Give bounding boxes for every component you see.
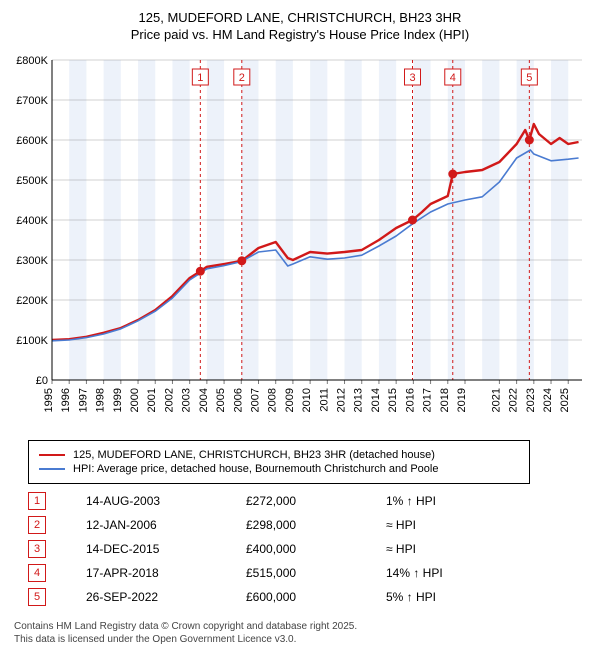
svg-text:2: 2 bbox=[239, 72, 245, 84]
legend-row: 125, MUDEFORD LANE, CHRISTCHURCH, BH23 3… bbox=[39, 449, 519, 461]
event-date: 12-JAN-2006 bbox=[86, 518, 206, 532]
svg-text:2004: 2004 bbox=[198, 388, 210, 412]
legend-swatch bbox=[39, 468, 65, 470]
svg-text:2006: 2006 bbox=[232, 388, 244, 412]
svg-text:2019: 2019 bbox=[456, 388, 468, 412]
legend-label: 125, MUDEFORD LANE, CHRISTCHURCH, BH23 3… bbox=[73, 449, 435, 461]
svg-text:£200K: £200K bbox=[16, 295, 48, 307]
event-price: £400,000 bbox=[246, 542, 346, 556]
legend: 125, MUDEFORD LANE, CHRISTCHURCH, BH23 3… bbox=[28, 440, 530, 484]
svg-text:£500K: £500K bbox=[16, 175, 48, 187]
event-note: 1% ↑ HPI bbox=[386, 494, 496, 508]
svg-text:2011: 2011 bbox=[318, 388, 330, 412]
event-row: 5 26-SEP-2022 £600,000 5% ↑ HPI bbox=[28, 588, 590, 606]
event-number-box: 3 bbox=[28, 540, 46, 558]
svg-text:2001: 2001 bbox=[146, 388, 158, 412]
svg-text:1999: 1999 bbox=[112, 388, 124, 412]
svg-text:2013: 2013 bbox=[353, 388, 365, 412]
svg-text:2005: 2005 bbox=[215, 388, 227, 412]
svg-text:2024: 2024 bbox=[542, 388, 554, 412]
svg-text:2023: 2023 bbox=[525, 388, 537, 412]
svg-text:£400K: £400K bbox=[16, 215, 48, 227]
event-number-box: 2 bbox=[28, 516, 46, 534]
title-line-2: Price paid vs. HM Land Registry's House … bbox=[10, 27, 590, 44]
svg-text:1: 1 bbox=[197, 72, 203, 84]
event-number-box: 5 bbox=[28, 588, 46, 606]
event-price: £515,000 bbox=[246, 566, 346, 580]
event-row: 2 12-JAN-2006 £298,000 ≈ HPI bbox=[28, 516, 590, 534]
svg-text:2014: 2014 bbox=[370, 388, 382, 412]
svg-text:1998: 1998 bbox=[95, 388, 107, 412]
svg-text:£600K: £600K bbox=[16, 135, 48, 147]
svg-text:2003: 2003 bbox=[181, 388, 193, 412]
svg-text:4: 4 bbox=[450, 72, 456, 84]
svg-text:2010: 2010 bbox=[301, 388, 313, 412]
event-number-box: 1 bbox=[28, 492, 46, 510]
footer-line-1: Contains HM Land Registry data © Crown c… bbox=[14, 620, 590, 633]
event-price: £272,000 bbox=[246, 494, 346, 508]
event-number-box: 4 bbox=[28, 564, 46, 582]
svg-text:2008: 2008 bbox=[267, 388, 279, 412]
svg-text:2025: 2025 bbox=[559, 388, 571, 412]
event-price: £298,000 bbox=[246, 518, 346, 532]
svg-text:2000: 2000 bbox=[129, 388, 141, 412]
event-row: 1 14-AUG-2003 £272,000 1% ↑ HPI bbox=[28, 492, 590, 510]
title-line-1: 125, MUDEFORD LANE, CHRISTCHURCH, BH23 3… bbox=[10, 10, 590, 27]
legend-label: HPI: Average price, detached house, Bour… bbox=[73, 463, 438, 475]
svg-text:1995: 1995 bbox=[43, 388, 55, 412]
legend-swatch bbox=[39, 454, 65, 456]
svg-text:£700K: £700K bbox=[16, 95, 48, 107]
chart-title-block: 125, MUDEFORD LANE, CHRISTCHURCH, BH23 3… bbox=[10, 10, 590, 44]
event-note: ≈ HPI bbox=[386, 518, 496, 532]
svg-text:2016: 2016 bbox=[404, 388, 416, 412]
svg-text:2009: 2009 bbox=[284, 388, 296, 412]
svg-text:2002: 2002 bbox=[163, 388, 175, 412]
svg-text:£0: £0 bbox=[36, 375, 48, 387]
event-note: ≈ HPI bbox=[386, 542, 496, 556]
svg-text:3: 3 bbox=[409, 72, 415, 84]
event-row: 4 17-APR-2018 £515,000 14% ↑ HPI bbox=[28, 564, 590, 582]
event-date: 17-APR-2018 bbox=[86, 566, 206, 580]
footer-attribution: Contains HM Land Registry data © Crown c… bbox=[14, 620, 590, 646]
event-price: £600,000 bbox=[246, 590, 346, 604]
event-date: 26-SEP-2022 bbox=[86, 590, 206, 604]
svg-text:2022: 2022 bbox=[508, 388, 520, 412]
svg-text:2018: 2018 bbox=[439, 388, 451, 412]
events-table: 1 14-AUG-2003 £272,000 1% ↑ HPI 2 12-JAN-2006… bbox=[28, 492, 590, 606]
svg-text:5: 5 bbox=[526, 72, 532, 84]
svg-text:2012: 2012 bbox=[336, 388, 348, 412]
svg-text:1996: 1996 bbox=[60, 388, 72, 412]
svg-text:£300K: £300K bbox=[16, 255, 48, 267]
svg-text:2007: 2007 bbox=[249, 388, 261, 412]
footer-line-2: This data is licensed under the Open Gov… bbox=[14, 633, 590, 646]
svg-text:1997: 1997 bbox=[77, 388, 89, 412]
svg-text:2017: 2017 bbox=[422, 388, 434, 412]
event-date: 14-AUG-2003 bbox=[86, 494, 206, 508]
legend-row: HPI: Average price, detached house, Bour… bbox=[39, 463, 519, 475]
event-row: 3 14-DEC-2015 £400,000 ≈ HPI bbox=[28, 540, 590, 558]
price-chart: £0 £100K £200K £300K £400K £500K £600K £700K £80… bbox=[10, 50, 590, 430]
svg-text:2015: 2015 bbox=[387, 388, 399, 412]
event-note: 14% ↑ HPI bbox=[386, 566, 496, 580]
svg-text:£100K: £100K bbox=[16, 335, 48, 347]
svg-text:£800K: £800K bbox=[16, 55, 48, 67]
event-date: 14-DEC-2015 bbox=[86, 542, 206, 556]
svg-text:2021: 2021 bbox=[490, 388, 502, 412]
event-note: 5% ↑ HPI bbox=[386, 590, 496, 604]
chart-container: £0 £100K £200K £300K £400K £500K £600K £700K £80… bbox=[10, 50, 590, 430]
